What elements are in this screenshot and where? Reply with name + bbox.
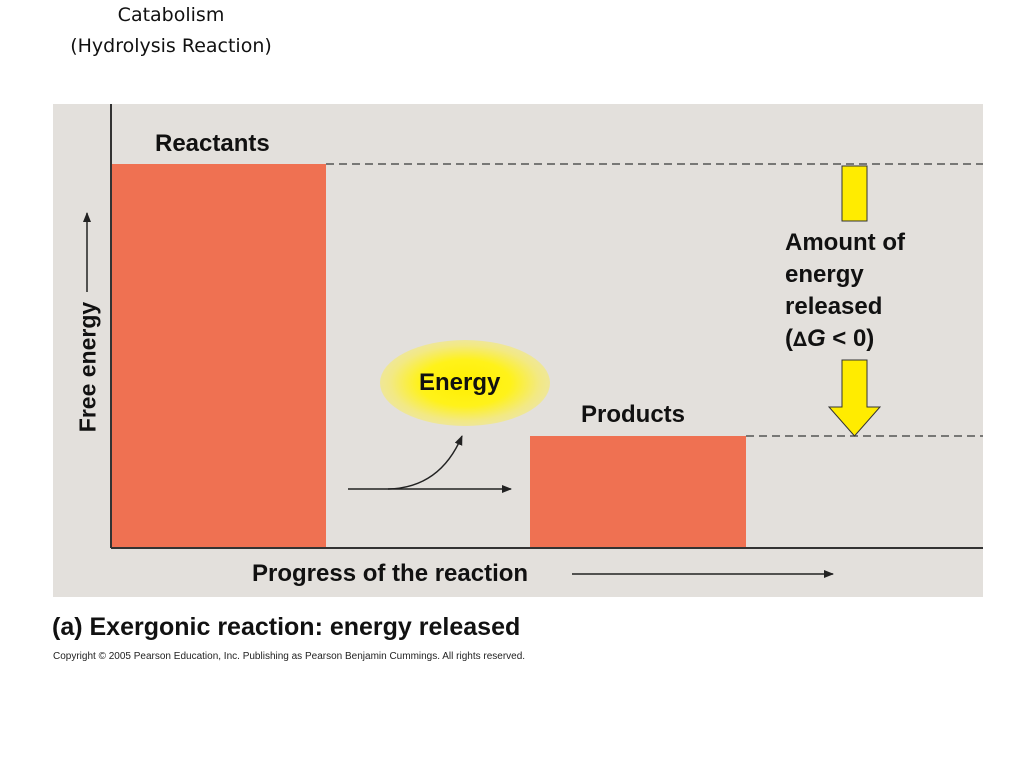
- x-axis-label: Progress of the reaction: [252, 560, 529, 587]
- reactants-bar: [111, 164, 326, 548]
- energy-glow: [380, 340, 550, 426]
- slide-title-line1: Catabolism: [117, 4, 225, 26]
- delta-symbol: ∆: [793, 327, 807, 351]
- panel-letter: (a): [52, 613, 83, 641]
- figure-caption: (a) Exergonic reaction: energy released: [52, 613, 520, 642]
- y-axis-label: Free energy: [74, 301, 101, 433]
- released-arrow-top-shaft: [841, 165, 868, 222]
- energy-release-arrow: [387, 435, 463, 490]
- caption-text: Exergonic reaction: energy released: [82, 613, 521, 641]
- copyright-notice: Copyright © 2005 Pearson Education, Inc.…: [53, 651, 526, 662]
- annotation-line3: released: [785, 293, 883, 320]
- annotation-condition: < 0): [825, 325, 875, 352]
- annotation-line4: (∆G < 0): [785, 323, 905, 355]
- annotation-line2: energy: [785, 261, 864, 288]
- energy-released-annotation: Amount of energy released (∆G < 0): [785, 227, 905, 355]
- annotation-line1: Amount of: [785, 229, 905, 256]
- products-bar: [530, 436, 746, 548]
- annotation-open-paren: (: [785, 325, 793, 352]
- slide-title-line2: (Hydrolysis Reaction): [70, 35, 272, 57]
- reactants-label: Reactants: [155, 130, 270, 157]
- released-arrow-head: [827, 359, 882, 437]
- slide-title: Catabolism (Hydrolysis Reaction): [40, 0, 302, 62]
- energy-label: Energy: [419, 369, 501, 396]
- products-label: Products: [581, 401, 686, 428]
- g-symbol: G: [806, 325, 826, 352]
